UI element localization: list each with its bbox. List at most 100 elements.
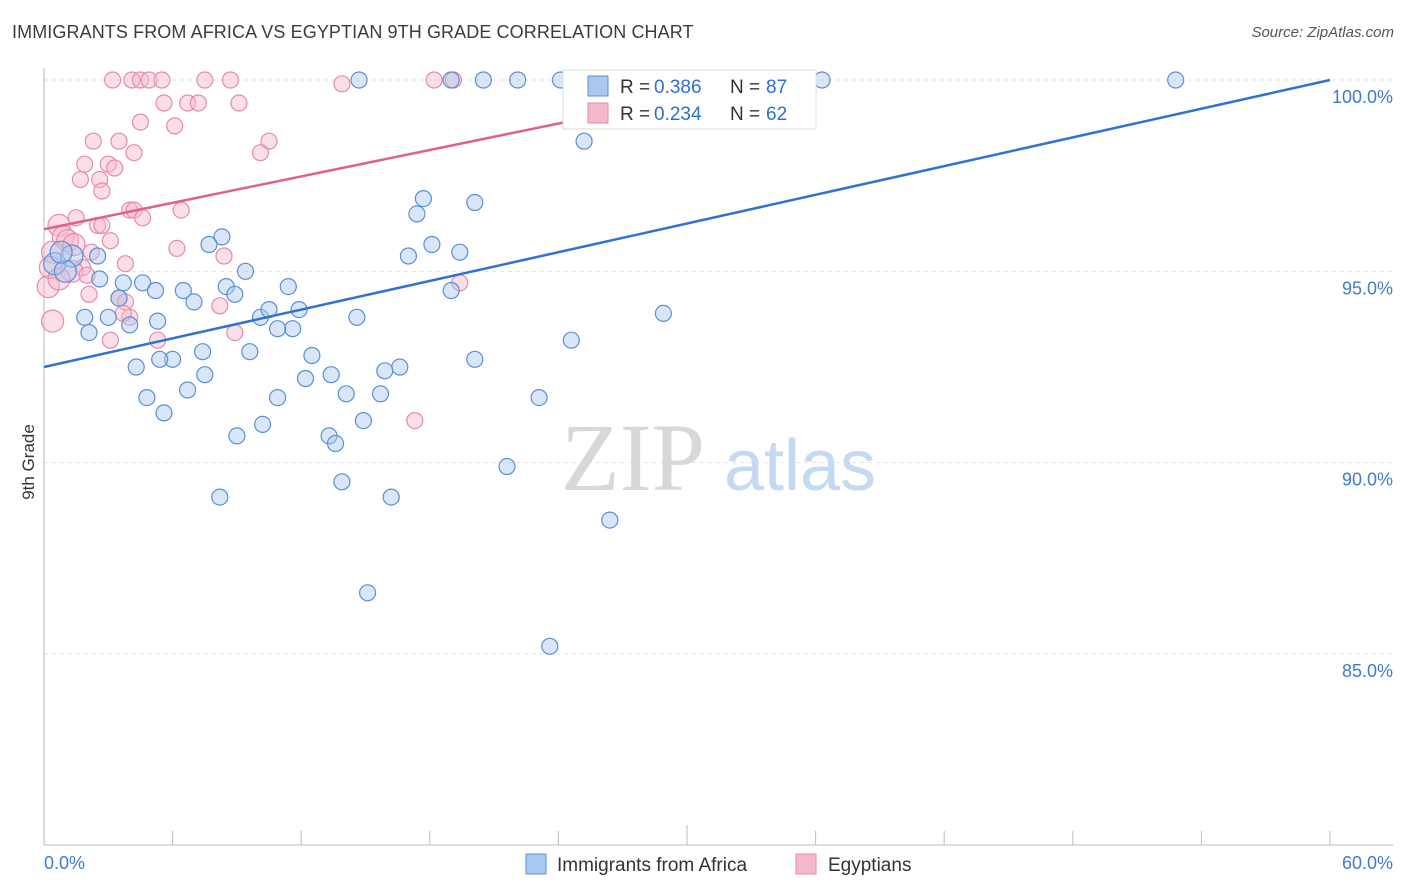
africa-point-60	[296, 369, 315, 388]
watermark-zip: ZIP	[561, 404, 705, 511]
legend-r-value-1: 0.386	[654, 77, 702, 98]
africa-point-13	[414, 190, 432, 208]
egyptians-point-46	[116, 255, 135, 273]
egyptians-point-9	[103, 71, 122, 89]
legend-box: R = 0.386 N = 87 R = 0.234 N = 62	[562, 69, 817, 130]
source-credit: Source: ZipAtlas.com	[1251, 24, 1394, 41]
africa-point-57	[127, 358, 145, 376]
watermark: ZIP atlas	[561, 404, 876, 511]
egyptians-point-2	[140, 71, 158, 89]
egyptians-point-38	[62, 232, 86, 257]
africa-point-15	[408, 205, 426, 223]
africa-point-65	[269, 389, 287, 407]
africa-point-52	[241, 343, 259, 361]
egyptians-point-13	[230, 94, 248, 112]
bottom-legend-egyptians: Egyptians	[828, 855, 911, 876]
africa-point-26	[279, 278, 297, 296]
africa-point-70	[254, 415, 272, 433]
egyptians-point-61	[47, 267, 71, 291]
egyptians-point-20	[125, 144, 143, 162]
egyptians-point-42	[215, 247, 233, 265]
africa-point-41	[121, 316, 139, 334]
egyptians-point-45	[78, 266, 96, 284]
egyptians-point-26	[93, 182, 111, 200]
africa-point-66	[337, 385, 355, 403]
africa-point-53	[164, 350, 182, 368]
bottom-legend-swatch-africa	[525, 853, 547, 875]
africa-point-76	[333, 473, 351, 491]
egyptians-point-15	[166, 117, 184, 135]
egyptians-point-10	[155, 94, 173, 112]
y-axis-label: 9th Grade	[19, 424, 38, 500]
egyptians-trend-line	[43, 117, 585, 231]
africa-point-62	[196, 366, 214, 384]
africa-point-24	[236, 262, 255, 280]
africa-point-28	[114, 274, 132, 292]
africa-point-74	[326, 434, 345, 453]
africa-point-56	[466, 350, 484, 368]
africa-point-22	[88, 247, 107, 265]
egyptians-point-29	[172, 201, 190, 219]
africa-point-40	[99, 308, 117, 326]
africa-point-4	[509, 71, 527, 89]
egyptians-point-34	[93, 216, 111, 234]
legend-n-label-1: N =	[730, 77, 760, 98]
egyptians-point-6	[333, 75, 351, 93]
egyptians-point-4	[196, 71, 214, 89]
africa-point-6	[350, 71, 368, 89]
africa-point-81	[541, 637, 559, 655]
egyptians-point-19	[251, 144, 270, 162]
egyptians-point-41	[168, 239, 186, 257]
africa-point-80	[359, 584, 377, 602]
africa-point-16	[213, 228, 231, 246]
africa-point-75	[498, 457, 516, 476]
africa-point-20	[451, 243, 469, 261]
egyptians-point-17	[110, 132, 128, 150]
y-tick-labels: 85.0% 90.0% 95.0% 100.0%	[1332, 87, 1393, 681]
africa-point-30	[146, 281, 165, 300]
bottom-legend-africa: Immigrants from Africa	[557, 855, 747, 876]
legend-n-value-2: 62	[766, 104, 787, 125]
africa-point-77	[211, 488, 229, 506]
africa-point-17	[200, 235, 218, 254]
africa-point-39	[80, 324, 98, 342]
africa-point-19	[399, 247, 417, 265]
egyptians-point-7	[425, 71, 443, 89]
bottom-legend-swatch-egyptians	[795, 853, 817, 875]
egyptians-point-3	[153, 71, 171, 89]
africa-point-63	[179, 381, 197, 399]
y-tick-label-2: 95.0%	[1342, 278, 1393, 298]
egyptians-point-48	[80, 285, 98, 303]
legend-r-label-2: R =	[620, 104, 650, 125]
africa-point-58	[391, 358, 409, 376]
egyptians-point-21	[76, 155, 94, 173]
africa-points	[43, 71, 1185, 655]
egyptians-point-12	[189, 94, 207, 112]
africa-point-18	[423, 235, 441, 254]
africa-point-69	[155, 404, 173, 422]
africa-point-68	[530, 389, 548, 407]
egyptians-point-59	[406, 412, 424, 430]
egyptians-point-55	[40, 309, 65, 333]
y-tick-label-3: 100.0%	[1332, 87, 1393, 107]
africa-point-29	[134, 274, 152, 292]
africa-point-46	[348, 308, 366, 326]
africa-point-72	[228, 427, 246, 445]
africa-point-48	[284, 320, 302, 338]
egyptians-point-56	[226, 324, 244, 342]
africa-point-55	[303, 346, 321, 365]
africa-point-35	[110, 289, 128, 307]
egyptians-point-39	[40, 240, 65, 264]
trend-lines	[43, 78, 1331, 369]
bottom-legend: Immigrants from Africa Egyptians	[525, 853, 911, 876]
gridlines	[44, 79, 1393, 655]
axes	[43, 68, 1393, 846]
legend-r-label-1: R =	[620, 77, 650, 98]
egyptians-points	[36, 71, 469, 430]
africa-point-37	[49, 240, 73, 264]
africa-point-64	[138, 389, 156, 407]
legend-r-value-2: 0.234	[654, 104, 702, 125]
egyptians-point-18	[260, 132, 278, 150]
africa-point-9	[1167, 71, 1185, 89]
